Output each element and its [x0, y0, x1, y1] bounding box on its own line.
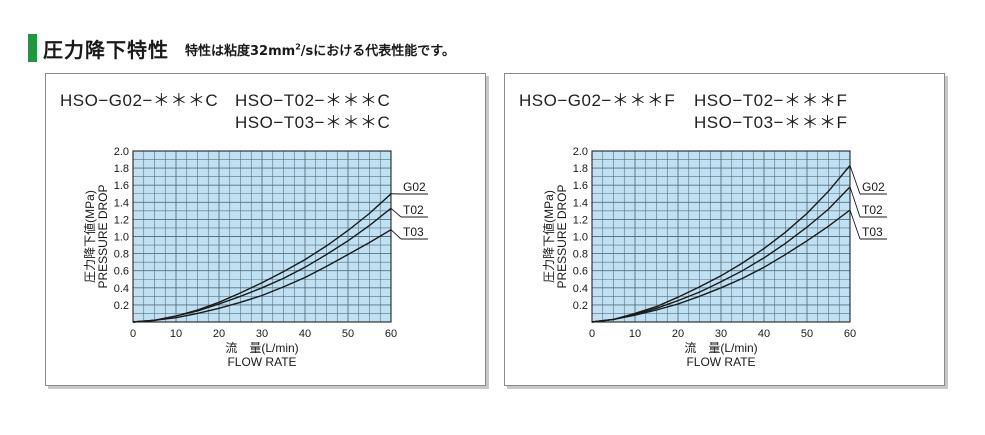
series-leader — [849, 186, 861, 218]
series-line-t03 — [591, 209, 851, 323]
y-tick-label: 1.2 — [114, 214, 129, 226]
x-tick-label: 10 — [170, 328, 182, 340]
model-label-t02: HSO−T02−＊＊＊F — [694, 91, 848, 110]
x-tick-label: 40 — [758, 328, 770, 340]
y-axis-title-jp: 圧力降下値(MPa) — [82, 190, 97, 283]
y-tick-label: 0.6 — [573, 266, 588, 278]
y-tick-label: 1.0 — [573, 232, 588, 244]
y-tick-label: 0.6 — [114, 266, 129, 278]
series-label-t02: T02 — [403, 203, 424, 217]
x-axis-title-jp: 流 量(L/min) — [225, 341, 298, 355]
y-tick-label: 0.4 — [114, 283, 129, 295]
viscosity-note: 特性は粘度32mm2/sにおける代表性能です。 — [185, 40, 455, 59]
series-leader — [390, 207, 402, 218]
series-label-t03: T03 — [403, 225, 424, 239]
viscosity-note-main: 特性は粘度32mm — [185, 44, 296, 59]
section-title: 圧力降下特性 — [43, 37, 169, 62]
series-line-t03 — [132, 229, 392, 323]
section-header: 圧力降下特性 特性は粘度32mm2/sにおける代表性能です。 — [28, 34, 455, 62]
x-axis-title-en: FLOW RATE — [227, 355, 296, 369]
pressure-drop-chart: 0.2 0.4 0.6 0.8 1.0 1.2 1.4 1.6 1.8 2.0 0 10 20 30 40 5… — [541, 146, 887, 369]
x-axis-title-jp: 流 量(L/min) — [684, 341, 757, 355]
x-tick-label: 10 — [629, 328, 641, 340]
series-label-t02: T02 — [862, 203, 883, 217]
y-tick-label: 1.0 — [114, 232, 129, 244]
x-tick-label: 0 — [130, 328, 136, 340]
model-label-g02: HSO−G02−＊＊＊C — [60, 91, 219, 110]
x-tick-label: 50 — [342, 328, 354, 340]
y-tick-label: 1.4 — [114, 197, 129, 209]
y-tick-label: 1.6 — [114, 180, 129, 192]
series-leader — [390, 229, 402, 240]
x-tick-label: 60 — [385, 328, 397, 340]
model-label-g02: HSO−G02−＊＊＊F — [519, 91, 676, 110]
x-axis-title-en: FLOW RATE — [686, 355, 755, 369]
y-axis-title-en: PRESSURE DROP — [96, 184, 110, 288]
x-tick-label: 20 — [672, 328, 684, 340]
pressure-drop-chart: 0.2 0.4 0.6 0.8 1.0 1.2 1.4 1.6 1.8 2.0 0 10 20 30 40 5… — [82, 146, 428, 369]
y-tick-label: 1.8 — [114, 163, 129, 175]
plot-frame — [132, 150, 392, 323]
y-tick-label: 2.0 — [573, 146, 588, 158]
chart-panel-c-type: HSO−G02−＊＊＊C HSO−T02−＊＊＊C HSO−T03−＊＊＊C 0… — [45, 73, 486, 386]
header-accent-bar — [28, 34, 37, 62]
series-line-t02 — [591, 186, 851, 323]
series-label-g02: G02 — [862, 180, 885, 194]
y-tick-label: 1.4 — [573, 197, 588, 209]
x-tick-label: 20 — [213, 328, 225, 340]
series-leader — [849, 209, 861, 240]
x-tick-label: 60 — [844, 328, 856, 340]
series-line-g02 — [591, 165, 851, 323]
x-tick-label: 30 — [256, 328, 268, 340]
y-tick-label: 1.2 — [573, 214, 588, 226]
series-leader — [849, 165, 861, 195]
chart-panel-f-type: HSO−G02−＊＊＊F HSO−T02−＊＊＊F HSO−T03−＊＊＊F 0… — [504, 73, 945, 386]
y-tick-label: 0.8 — [573, 249, 588, 261]
y-tick-label: 0.8 — [114, 249, 129, 261]
x-tick-label: 30 — [715, 328, 727, 340]
y-axis-title-jp: 圧力降下値(MPa) — [541, 190, 556, 283]
model-label-t02: HSO−T02−＊＊＊C — [235, 91, 391, 110]
series-label-g02: G02 — [403, 180, 426, 194]
gridlines — [592, 151, 850, 322]
y-tick-label: 1.8 — [573, 163, 588, 175]
y-tick-label: 2.0 — [114, 146, 129, 158]
x-tick-label: 50 — [801, 328, 813, 340]
plot-frame — [591, 150, 851, 323]
y-tick-label: 0.4 — [573, 283, 588, 295]
model-label-t03: HSO−T03−＊＊＊C — [235, 113, 391, 132]
x-tick-label: 0 — [589, 328, 595, 340]
viscosity-note-sup: 2 — [295, 42, 301, 52]
viscosity-note-tail: /sにおける代表性能です。 — [300, 44, 455, 59]
y-tick-label: 0.2 — [114, 300, 129, 312]
y-tick-label: 0.2 — [573, 300, 588, 312]
y-tick-label: 1.6 — [573, 180, 588, 192]
y-axis-title-en: PRESSURE DROP — [555, 184, 569, 288]
series-line-t02 — [132, 207, 392, 323]
model-label-t03: HSO−T03−＊＊＊F — [694, 113, 848, 132]
gridlines — [133, 151, 391, 322]
x-tick-label: 40 — [299, 328, 311, 340]
series-label-t03: T03 — [862, 225, 883, 239]
